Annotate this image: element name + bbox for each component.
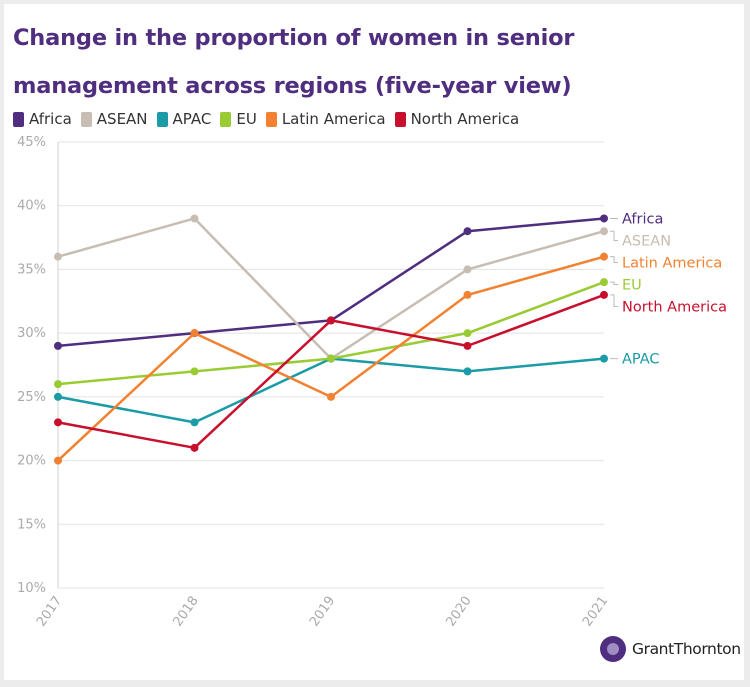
legend-label: Latin America — [281, 110, 386, 128]
end-label-africa: Africa — [622, 211, 663, 227]
data-point-africa[interactable] — [600, 214, 608, 223]
series-line-apac[interactable] — [57, 357, 605, 424]
x-tick-label: 2021 — [580, 594, 611, 630]
data-point-latin-america[interactable] — [600, 252, 608, 261]
chart-legend: Africa ASEAN APAC EU Latin America North Amer… — [13, 110, 528, 128]
end-label-north-america: North America — [622, 299, 727, 315]
data-point-eu[interactable] — [190, 367, 199, 376]
data-point-latin-america[interactable] — [54, 456, 62, 465]
x-tick-label: 2018 — [171, 594, 202, 630]
data-point-north-america[interactable] — [190, 443, 199, 452]
y-tick-label: 30% — [17, 326, 46, 341]
label-leader-line — [610, 294, 618, 307]
y-tick-label: 40% — [17, 199, 46, 214]
legend-label: EU — [236, 110, 257, 128]
data-point-africa[interactable] — [463, 227, 472, 236]
chart-title: Change in the proportion of women in sen… — [13, 25, 575, 99]
data-point-eu[interactable] — [327, 354, 335, 363]
legend-swatch — [265, 111, 277, 127]
data-point-eu[interactable] — [600, 278, 608, 287]
data-point-north-america[interactable] — [463, 341, 472, 350]
data-point-eu[interactable] — [463, 329, 472, 338]
legend-item-apac[interactable]: APAC — [156, 110, 212, 128]
legend-item-africa[interactable]: Africa — [13, 110, 72, 128]
end-label-asean: ASEAN — [622, 233, 671, 249]
x-tick-label: 2020 — [444, 594, 475, 630]
y-tick-label: 25% — [17, 390, 46, 405]
legend-item-north-america[interactable]: North America — [394, 110, 520, 128]
y-tick-label: 35% — [17, 262, 46, 277]
data-point-apac[interactable] — [463, 367, 472, 376]
data-point-latin-america[interactable] — [190, 329, 199, 338]
grant-thornton-logo-icon — [600, 636, 626, 662]
data-point-asean[interactable] — [190, 214, 199, 223]
y-tick-label: 10% — [17, 581, 46, 596]
end-label-eu: EU — [622, 277, 642, 293]
data-point-latin-america[interactable] — [327, 392, 335, 401]
legend-item-latin-america[interactable]: Latin America — [265, 110, 386, 128]
x-tick-label: 2017 — [34, 594, 65, 630]
data-point-north-america[interactable] — [54, 418, 62, 427]
x-tick-label: 2019 — [307, 594, 338, 630]
data-point-apac[interactable] — [190, 418, 199, 427]
legend-item-eu[interactable]: EU — [220, 110, 257, 128]
data-point-africa[interactable] — [54, 341, 62, 350]
end-label-latin-america: Latin America — [622, 255, 722, 271]
legend-label: APAC — [172, 110, 212, 128]
data-point-asean[interactable] — [463, 265, 472, 274]
data-point-north-america[interactable] — [327, 316, 335, 325]
label-leader-line — [610, 230, 618, 241]
legend-swatch — [394, 111, 406, 127]
data-point-apac[interactable] — [600, 354, 608, 363]
data-point-apac[interactable] — [54, 392, 62, 401]
legend-label: Africa — [29, 110, 72, 128]
y-tick-label: 15% — [17, 517, 46, 532]
label-leader-line — [610, 256, 618, 263]
data-point-asean[interactable] — [54, 252, 62, 261]
y-tick-label: 20% — [17, 454, 46, 469]
end-label-apac: APAC — [622, 352, 660, 368]
y-tick-label: 45% — [17, 135, 46, 150]
chart-card — [4, 4, 744, 680]
legend-swatch — [80, 111, 92, 127]
label-leader-line — [610, 281, 618, 285]
legend-label: North America — [410, 110, 520, 128]
legend-swatch — [13, 111, 24, 127]
data-point-eu[interactable] — [54, 380, 62, 389]
data-point-asean[interactable] — [600, 227, 608, 236]
brand-name: GrantThornton — [632, 640, 741, 658]
legend-item-asean[interactable]: ASEAN — [80, 110, 148, 128]
legend-swatch — [220, 111, 232, 127]
legend-swatch — [156, 111, 168, 127]
data-point-north-america[interactable] — [600, 290, 608, 299]
grant-thornton-logo: GrantThornton — [600, 636, 741, 662]
legend-label: ASEAN — [96, 110, 148, 128]
data-point-latin-america[interactable] — [463, 290, 472, 299]
